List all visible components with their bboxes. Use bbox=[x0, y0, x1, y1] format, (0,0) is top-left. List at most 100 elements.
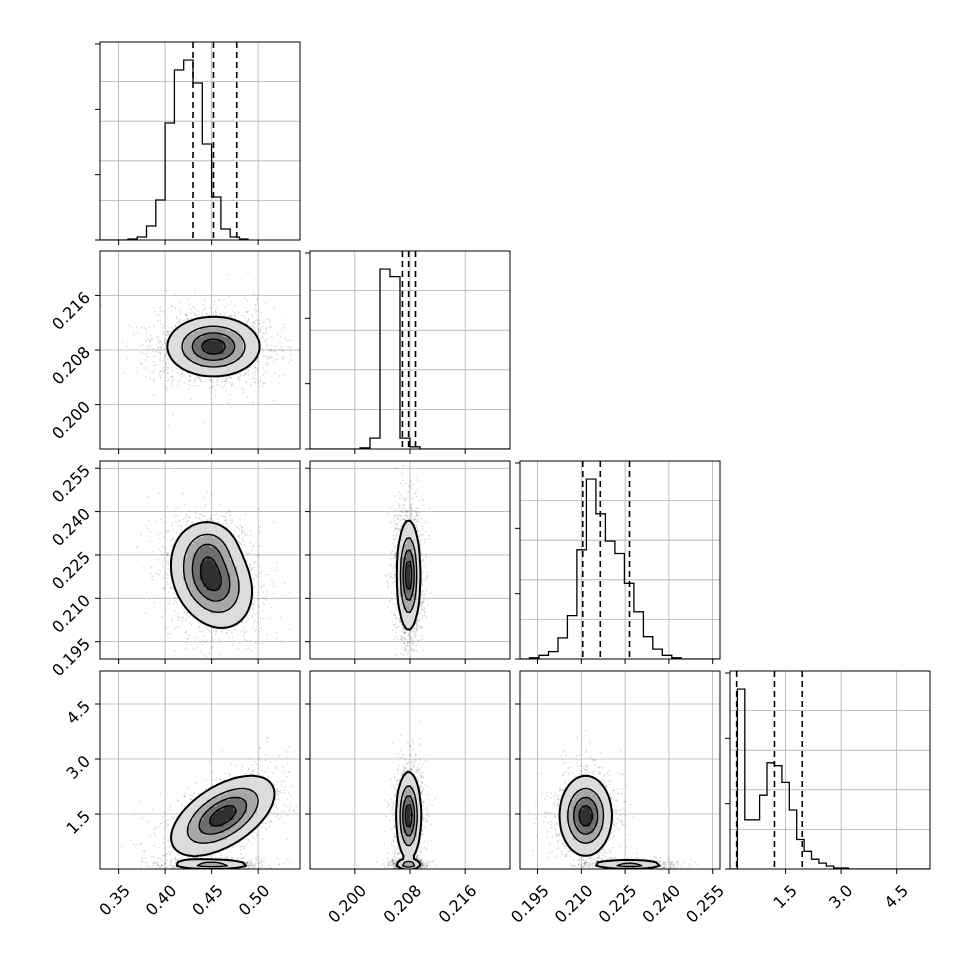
density-cell bbox=[183, 566, 188, 571]
scatter-point bbox=[170, 305, 173, 307]
scatter-point bbox=[408, 637, 411, 640]
density-cell bbox=[220, 323, 224, 328]
density-cell bbox=[173, 563, 178, 567]
scatter-point bbox=[146, 527, 149, 530]
density-cell bbox=[243, 336, 248, 341]
density-cell bbox=[173, 330, 178, 334]
scatter-point bbox=[199, 630, 201, 633]
scatter-point bbox=[183, 381, 186, 384]
density-cell bbox=[193, 596, 198, 600]
density-cell bbox=[196, 563, 201, 567]
scatter-point bbox=[303, 365, 305, 367]
density-cell bbox=[190, 589, 194, 594]
density-cell bbox=[216, 356, 221, 361]
density-cell bbox=[236, 359, 241, 364]
scatter-point bbox=[242, 635, 245, 638]
scatter-point bbox=[184, 319, 186, 322]
scatter-point bbox=[423, 600, 425, 603]
scatter-point bbox=[393, 509, 396, 512]
density-cell bbox=[190, 363, 194, 367]
scatter-point bbox=[193, 306, 195, 309]
scatter-point bbox=[259, 328, 262, 331]
scatter-point bbox=[196, 314, 199, 317]
density-cell bbox=[186, 599, 191, 604]
scatter-point bbox=[149, 334, 152, 337]
scatter-point bbox=[177, 506, 180, 509]
density-cell bbox=[233, 546, 238, 551]
scatter-point bbox=[182, 518, 185, 521]
density-cell bbox=[223, 536, 228, 541]
scatter-point bbox=[146, 356, 149, 358]
density-cell bbox=[233, 576, 238, 581]
scatter-point bbox=[168, 529, 171, 532]
scatter-point bbox=[234, 312, 236, 314]
density-cell bbox=[233, 369, 238, 374]
scatter-point bbox=[417, 479, 420, 482]
scatter-point bbox=[167, 332, 170, 335]
scatter-point bbox=[415, 511, 418, 514]
density-cell bbox=[193, 543, 198, 548]
scatter-point bbox=[165, 547, 168, 550]
density-cell bbox=[193, 556, 198, 561]
scatter-point bbox=[130, 326, 132, 328]
scatter-point bbox=[195, 505, 197, 507]
density-cell bbox=[223, 596, 228, 600]
scatter-point bbox=[252, 546, 254, 548]
scatter-point bbox=[219, 313, 222, 316]
density-cell bbox=[190, 350, 194, 354]
scatter-point bbox=[288, 346, 291, 349]
scatter-point bbox=[248, 552, 250, 555]
density-cell bbox=[176, 589, 181, 594]
density-cell bbox=[200, 546, 204, 551]
density-cell bbox=[206, 333, 211, 338]
scatter-point bbox=[290, 359, 292, 361]
scatter-point bbox=[265, 599, 268, 602]
scatter-point bbox=[211, 386, 214, 389]
density-cell bbox=[180, 576, 184, 581]
scatter-point bbox=[244, 534, 247, 537]
scatter-point bbox=[188, 383, 190, 386]
density-cell bbox=[173, 336, 178, 341]
density-cell bbox=[223, 622, 228, 627]
scatter-point bbox=[151, 575, 153, 578]
scatter-point bbox=[150, 566, 153, 569]
density-cell bbox=[226, 622, 231, 627]
density-cell bbox=[226, 596, 231, 600]
density-cell bbox=[250, 353, 254, 357]
scatter-point bbox=[194, 312, 196, 315]
scatter-point bbox=[194, 314, 197, 316]
density-cell bbox=[210, 566, 214, 571]
density-cell bbox=[186, 346, 191, 351]
scatter-point bbox=[170, 376, 173, 379]
density-cell bbox=[220, 346, 224, 351]
density-cell bbox=[190, 606, 194, 610]
scatter-point bbox=[167, 371, 169, 374]
scatter-point bbox=[208, 652, 211, 654]
density-cell bbox=[183, 326, 188, 331]
scatter-point bbox=[167, 424, 170, 427]
scatter-point bbox=[152, 394, 155, 397]
scatter-point bbox=[189, 374, 192, 377]
scatter-point bbox=[167, 378, 170, 381]
scatter-point bbox=[297, 349, 300, 351]
scatter-point bbox=[199, 641, 202, 644]
scatter-point bbox=[145, 524, 147, 527]
scatter-point bbox=[282, 349, 284, 352]
density-cell bbox=[200, 550, 204, 554]
scatter-point bbox=[257, 358, 259, 360]
density-cell bbox=[243, 563, 248, 567]
scatter-point bbox=[170, 545, 173, 547]
scatter-point bbox=[411, 487, 414, 490]
density-cell bbox=[206, 563, 211, 567]
scatter-point bbox=[152, 306, 155, 309]
scatter-point bbox=[265, 318, 268, 321]
density-cell bbox=[240, 563, 244, 567]
density-cell bbox=[216, 560, 221, 564]
scatter-point bbox=[181, 375, 183, 378]
scatter-point bbox=[200, 519, 203, 522]
density-cell bbox=[210, 353, 214, 357]
scatter-point bbox=[254, 560, 257, 563]
density-cell bbox=[210, 369, 214, 374]
scatter-point bbox=[159, 370, 162, 373]
scatter-point bbox=[153, 380, 155, 382]
